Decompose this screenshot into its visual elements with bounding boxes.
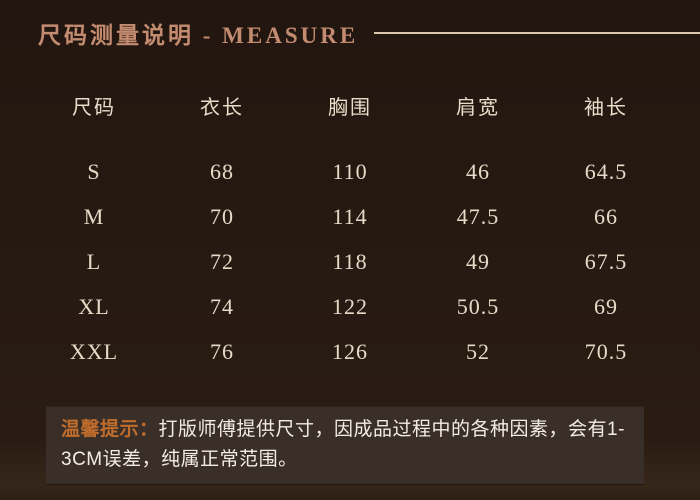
measurement-cell: 114 <box>332 203 368 229</box>
measurement-cell: 76 <box>210 338 234 364</box>
measurement-cell: 64.5 <box>584 158 628 184</box>
table-row: M 70 114 47.5 66 <box>30 194 670 239</box>
table-body: S 68 110 46 64.5 M 70 114 47.5 66 L 72 118 49 67.5 XL 74… <box>30 149 670 374</box>
table-header-row: 尺码 衣长 胸围 肩宽 袖长 <box>30 88 670 122</box>
measurement-cell: 118 <box>332 248 368 274</box>
measurement-cell: 72 <box>210 248 234 274</box>
measurement-cell: 52 <box>466 338 490 364</box>
column-header: 胸围 <box>328 96 372 119</box>
column-header: 尺码 <box>72 96 116 119</box>
measurement-cell: 47.5 <box>456 203 500 229</box>
measurement-cell: 66 <box>594 203 618 229</box>
section-header: 尺码测量说明 - MEASURE <box>38 16 700 50</box>
measurement-cell: 69 <box>594 293 618 319</box>
size-table: 尺码 衣长 胸围 肩宽 袖长 S 68 110 46 64.5 M 70 114 47.5 66 L 72 11… <box>30 88 670 374</box>
measurement-cell: 49 <box>466 248 490 274</box>
measurement-cell: 70.5 <box>584 338 628 364</box>
measurement-cell: 68 <box>210 158 234 184</box>
notice-text: 打版师傅提供尺寸，因成品过程中的各种因素，会有1-3CM误差，纯属正常范围。 <box>61 419 625 470</box>
measurement-cell: 126 <box>332 338 368 364</box>
notice-box: 温馨提示：打版师傅提供尺寸，因成品过程中的各种因素，会有1-3CM误差，纯属正常… <box>46 406 644 484</box>
size-label-cell: XL <box>78 293 110 319</box>
measurement-cell: 70 <box>210 203 234 229</box>
table-row: XL 74 122 50.5 69 <box>30 284 670 329</box>
measurement-cell: 50.5 <box>456 293 500 319</box>
measurement-cell: 74 <box>210 293 234 319</box>
table-row: L 72 118 49 67.5 <box>30 239 670 284</box>
section-title: 尺码测量说明 - MEASURE <box>38 23 359 48</box>
column-header: 肩宽 <box>456 96 500 119</box>
column-header: 衣长 <box>200 96 244 119</box>
notice-label: 温馨提示： <box>61 419 159 440</box>
measurement-cell: 46 <box>466 158 490 184</box>
header-rule-line <box>374 32 700 34</box>
table-row: S 68 110 46 64.5 <box>30 149 670 194</box>
measurement-cell: 110 <box>332 158 368 184</box>
size-label-cell: XXL <box>69 338 119 364</box>
measurement-cell: 122 <box>332 293 368 319</box>
size-label-cell: L <box>86 248 102 274</box>
column-header: 袖长 <box>584 96 628 119</box>
measurement-cell: 67.5 <box>584 248 628 274</box>
size-label-cell: M <box>83 203 105 229</box>
table-row: XXL 76 126 52 70.5 <box>30 329 670 374</box>
size-label-cell: S <box>87 158 101 184</box>
